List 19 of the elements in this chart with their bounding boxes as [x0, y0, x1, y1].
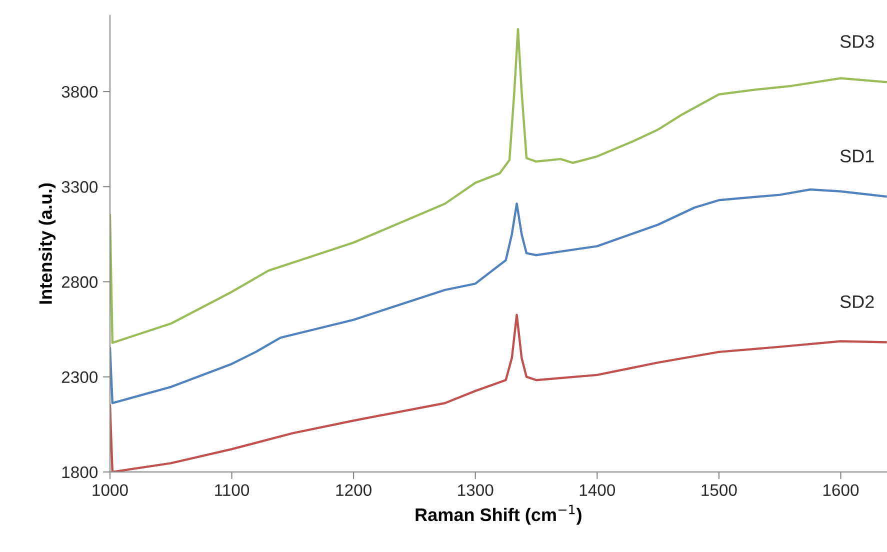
- y-axis-title: Intensity (a.u.): [38, 183, 56, 304]
- y-tick-label: 2800: [62, 276, 98, 288]
- y-tick-label: 3800: [62, 86, 98, 98]
- y-tick-label: 3300: [62, 181, 98, 193]
- series-label: SD2: [840, 295, 874, 308]
- series-label: SD1: [840, 150, 874, 162]
- line-series: [110, 188, 887, 404]
- x-tick-label: 1500: [702, 484, 737, 496]
- x-tick-label: 1100: [215, 484, 250, 496]
- y-tick-label: 2300: [62, 371, 98, 384]
- x-tick-label: 1000: [92, 484, 128, 496]
- x-axis-title: Raman Shift (cm$^{−1}$): [416, 504, 582, 525]
- x-tick-label: 1600: [823, 484, 859, 496]
- x-tick-label: 1300: [458, 484, 494, 496]
- x-tick-label: 1400: [580, 484, 616, 496]
- line-series: [110, 28, 887, 344]
- y-tick-label: 1800: [62, 466, 98, 478]
- x-tick-label: 1200: [336, 484, 372, 496]
- series-label: SD3: [840, 35, 874, 48]
